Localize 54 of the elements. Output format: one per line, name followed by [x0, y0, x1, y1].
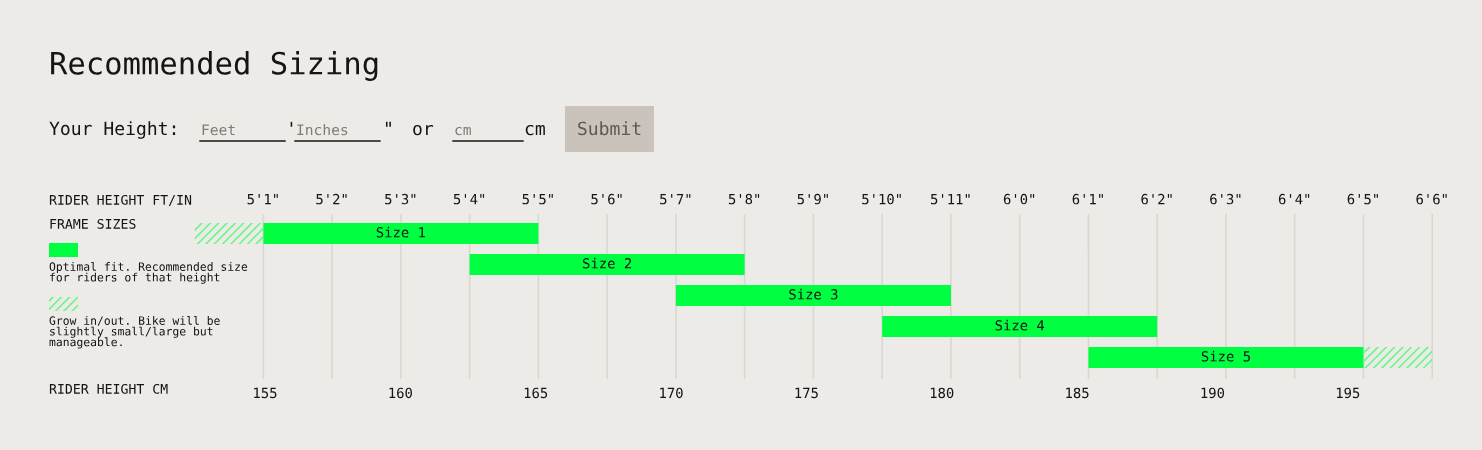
x-axis-title: RIDER HEIGHT CM: [49, 383, 168, 394]
bar: [675, 285, 951, 306]
y-tick-label: Size 5: [1201, 350, 1250, 362]
text: 6'0": [1003, 193, 1035, 205]
text: 6'6": [1416, 193, 1447, 205]
text: 6'3": [1210, 193, 1241, 205]
text: Feet: [202, 124, 235, 136]
bar: [194, 223, 264, 244]
y-tick-label: Size 1: [376, 226, 426, 238]
x-tick-label: 180: [930, 387, 954, 399]
text: 5'5": [522, 194, 553, 205]
x-tick-label: 160: [389, 387, 412, 399]
text: Inches: [297, 123, 348, 136]
text: cm: [455, 126, 471, 136]
bar: [263, 223, 539, 244]
text: 6'5": [1347, 193, 1378, 205]
text: 6'1": [1072, 193, 1103, 205]
bar: [1363, 347, 1433, 368]
x-tick-label: 190: [1201, 387, 1225, 399]
y-tick-label: Size 3: [789, 288, 838, 300]
text: cm: [525, 124, 545, 136]
x-tick-label: 155: [254, 387, 277, 399]
y-tick-label: Size 2: [583, 257, 632, 269]
text: Submit: [578, 121, 641, 136]
y-tick-label: Size 4: [995, 319, 1045, 331]
text: 5'7": [660, 194, 691, 205]
text: 5'2": [316, 193, 347, 205]
x-tick-label: 195: [1336, 387, 1360, 399]
text: 5'11": [930, 194, 970, 205]
text: 5'6": [591, 193, 622, 205]
text: 5'8": [728, 193, 760, 205]
text: 5'3": [385, 193, 416, 205]
legend-label: Optimal fit. Recommended size for riders of that height: [49, 262, 248, 284]
x-tick-label: 170: [660, 387, 683, 399]
text: 5'4": [453, 194, 485, 205]
x2-axis-title: RIDER HEIGHT FT/IN: [49, 194, 192, 206]
text: ": [385, 121, 391, 127]
text: 6'2": [1141, 193, 1172, 205]
x-tick-label: 165: [524, 387, 548, 399]
bar: [469, 254, 745, 275]
text: 5'9": [797, 193, 828, 205]
bar: [1088, 347, 1364, 368]
text: Your Height:: [49, 121, 176, 139]
text: ': [290, 121, 293, 127]
text: 5'10": [862, 193, 901, 205]
legend-label: Grow in/out. Bike will be slightly small/large but manageable.: [49, 316, 220, 349]
text: or: [413, 124, 434, 136]
x-tick-label: 175: [795, 387, 818, 399]
bar: [882, 316, 1158, 337]
legend-title: FRAME SIZES: [50, 218, 136, 229]
text: 6'4": [1278, 193, 1310, 205]
text: 5'1": [247, 194, 278, 205]
x-tick-label: 185: [1066, 387, 1089, 399]
chart-title: Recommended Sizing: [51, 51, 378, 81]
